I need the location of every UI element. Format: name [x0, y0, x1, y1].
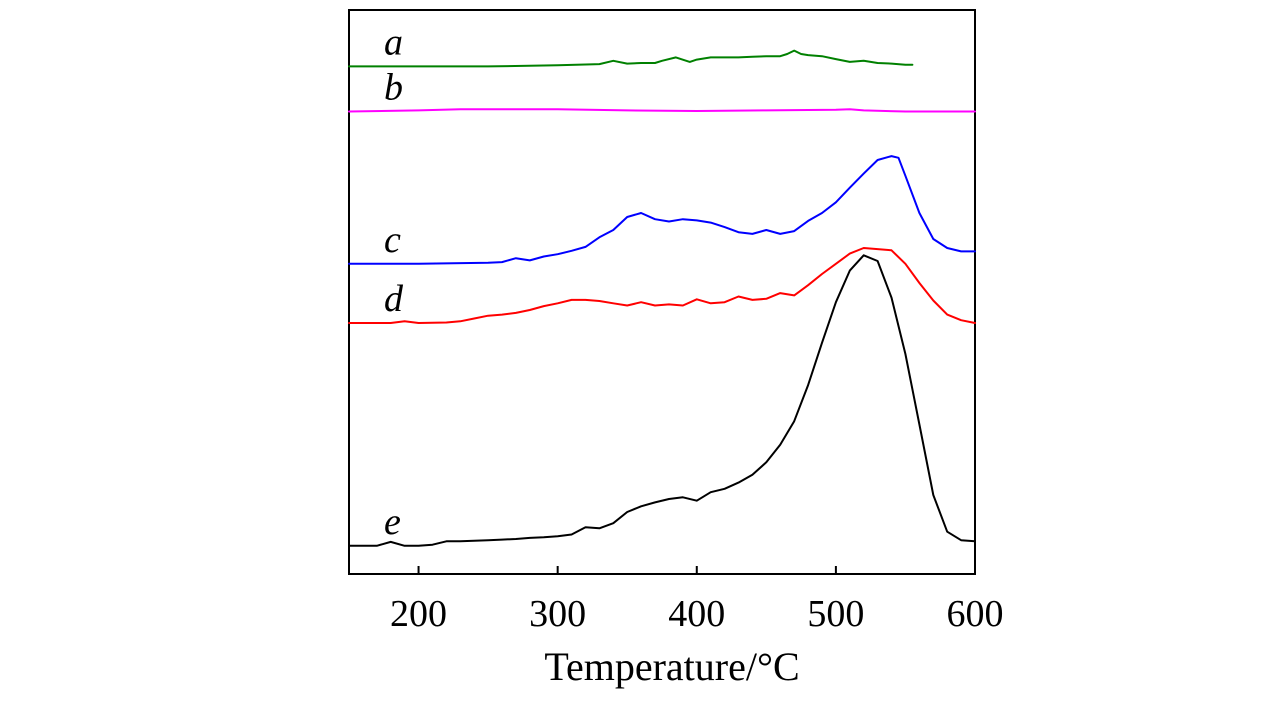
x-ticks: 200 300 400 500 600	[390, 566, 1004, 635]
x-tick-label-400: 400	[668, 593, 725, 635]
series-b-line	[348, 108, 976, 113]
x-tick-label-200: 200	[390, 593, 447, 635]
curve-label-a: a	[384, 21, 403, 63]
x-axis-label: Temperature/°C	[544, 644, 799, 689]
curve-labels: ab cd e	[384, 21, 404, 542]
x-tick-label-500: 500	[807, 593, 864, 635]
curve-label-b: b	[384, 67, 403, 109]
curve-label-e: e	[384, 501, 401, 543]
plot-frame	[348, 9, 976, 575]
series-e-line	[348, 254, 976, 547]
curves	[348, 49, 976, 547]
x-tick-label-600: 600	[947, 593, 1004, 635]
x-tick-label-300: 300	[529, 593, 586, 635]
curve-label-d: d	[384, 278, 404, 320]
series-a-line	[348, 49, 914, 68]
curve-label-c: c	[384, 219, 401, 261]
series-d-line	[348, 247, 976, 324]
series-c-line	[348, 155, 976, 265]
